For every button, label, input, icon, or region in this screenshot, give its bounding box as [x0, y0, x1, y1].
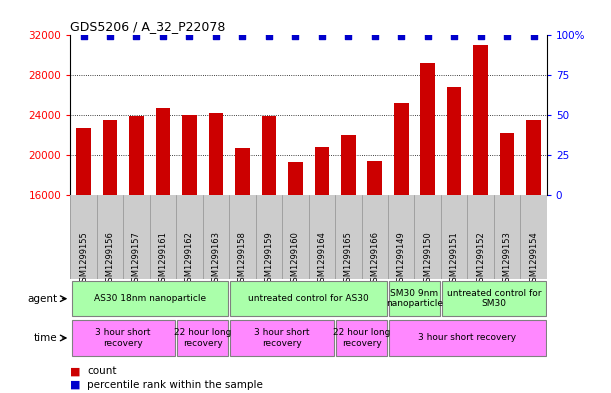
Text: 3 hour short
recovery: 3 hour short recovery	[254, 328, 310, 348]
Bar	[367, 161, 382, 354]
Point	[370, 33, 379, 39]
Point	[449, 33, 459, 39]
Text: time: time	[34, 333, 57, 343]
Point	[476, 33, 486, 39]
Bar	[208, 113, 223, 354]
Text: 22 hour long
recovery: 22 hour long recovery	[174, 328, 232, 348]
Text: untreated control for AS30: untreated control for AS30	[248, 294, 369, 303]
Text: 22 hour long
recovery: 22 hour long recovery	[333, 328, 390, 348]
Point	[423, 33, 433, 39]
Text: 3 hour short
recovery: 3 hour short recovery	[95, 328, 151, 348]
Bar	[182, 116, 197, 354]
Bar	[389, 281, 440, 316]
Text: agent: agent	[27, 294, 57, 304]
Bar	[389, 320, 546, 356]
Bar	[129, 116, 144, 354]
Point	[79, 33, 89, 39]
Bar	[447, 87, 461, 354]
Point	[158, 33, 168, 39]
Bar	[394, 103, 409, 354]
Bar	[235, 148, 250, 354]
Bar	[262, 116, 276, 354]
Bar	[76, 128, 91, 354]
Text: 3 hour short recovery: 3 hour short recovery	[419, 334, 516, 342]
Point	[211, 33, 221, 39]
Text: percentile rank within the sample: percentile rank within the sample	[87, 380, 263, 390]
Bar	[288, 162, 302, 354]
Point	[343, 33, 353, 39]
Text: ■: ■	[70, 380, 81, 390]
Point	[238, 33, 247, 39]
Bar	[526, 120, 541, 354]
Point	[131, 33, 141, 39]
Point	[502, 33, 512, 39]
Point	[185, 33, 194, 39]
Bar	[341, 135, 356, 354]
Text: SM30 9nm
nanoparticle: SM30 9nm nanoparticle	[386, 289, 443, 309]
Bar	[315, 147, 329, 354]
Bar	[177, 320, 228, 356]
Bar	[103, 120, 117, 354]
Text: count: count	[87, 366, 117, 376]
Text: AS30 18nm nanoparticle: AS30 18nm nanoparticle	[93, 294, 206, 303]
Point	[105, 33, 115, 39]
Bar	[336, 320, 387, 356]
Bar	[500, 133, 514, 354]
Bar	[156, 108, 170, 354]
Text: untreated control for
SM30: untreated control for SM30	[447, 289, 541, 309]
Text: ■: ■	[70, 366, 81, 376]
Point	[317, 33, 327, 39]
Point	[290, 33, 300, 39]
Text: GDS5206 / A_32_P22078: GDS5206 / A_32_P22078	[70, 20, 225, 33]
Bar	[230, 320, 334, 356]
Bar	[71, 281, 228, 316]
Point	[264, 33, 274, 39]
Bar	[474, 45, 488, 354]
Bar	[442, 281, 546, 316]
Point	[529, 33, 538, 39]
Bar	[230, 281, 387, 316]
Bar	[420, 63, 435, 354]
Bar	[71, 320, 175, 356]
Point	[397, 33, 406, 39]
